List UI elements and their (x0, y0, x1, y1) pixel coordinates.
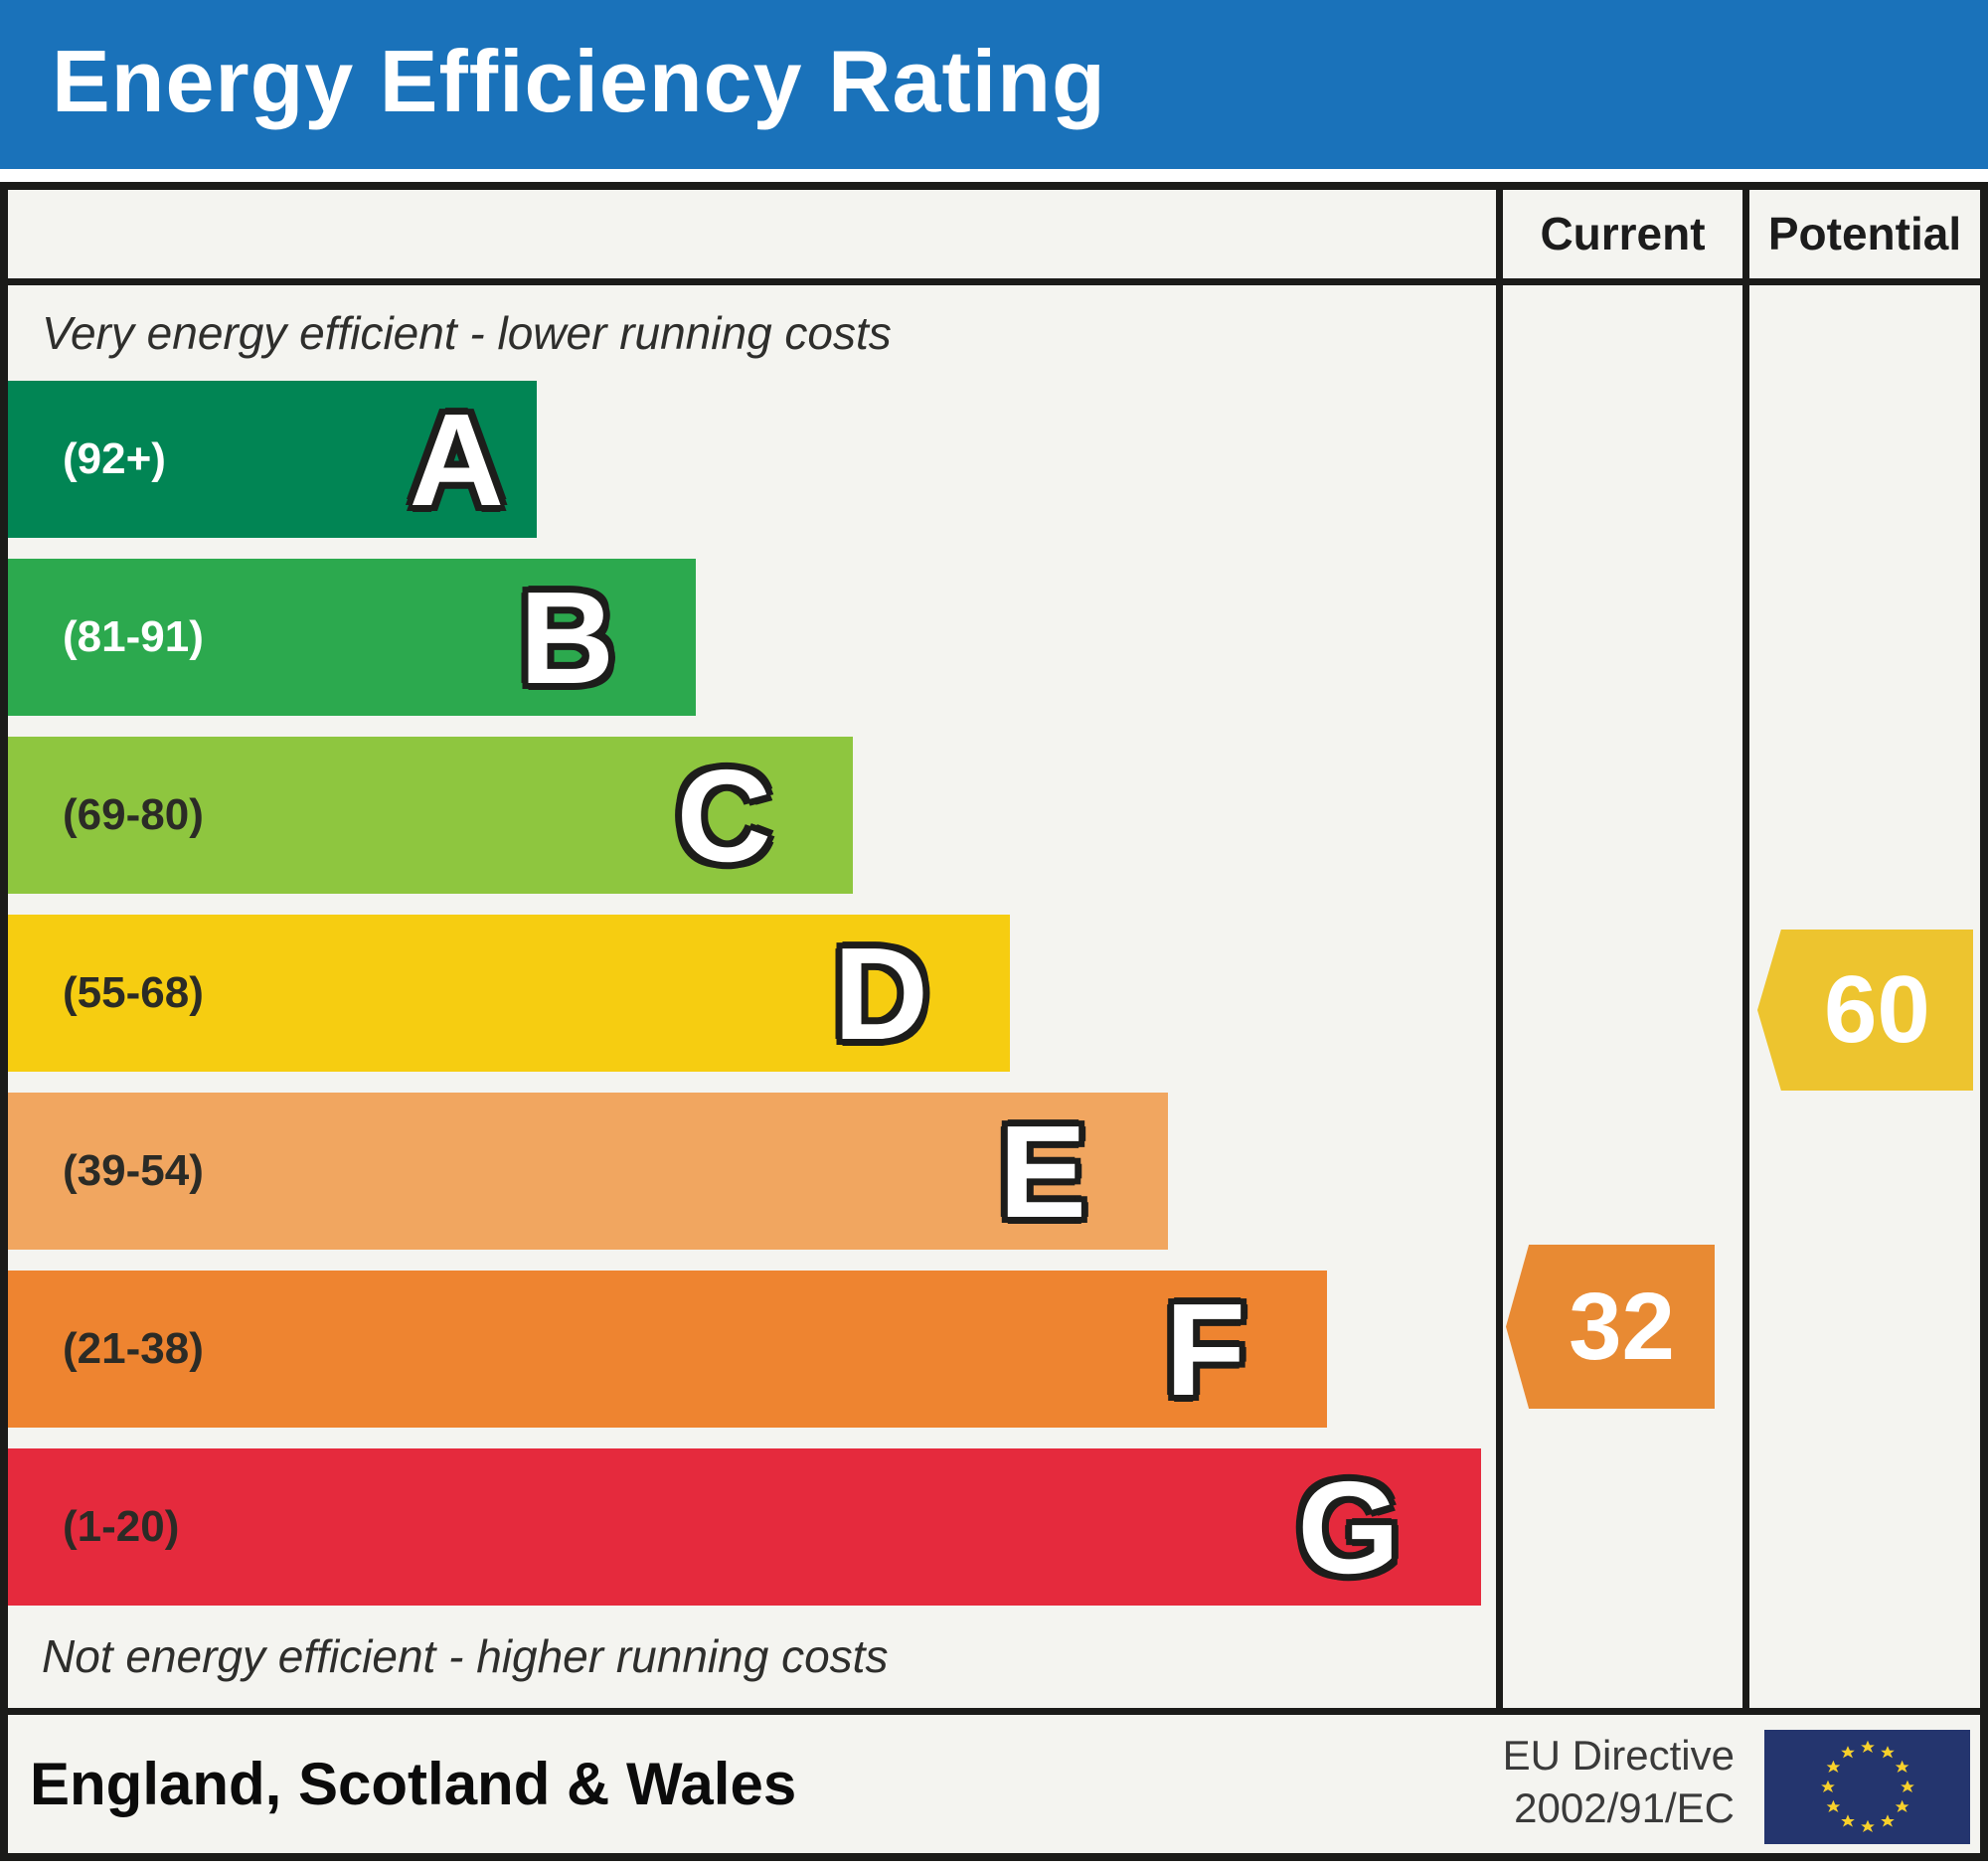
band-range-label: (39-54) (63, 1146, 204, 1195)
band-range-label: (92+) (63, 434, 166, 483)
rating-table: Current Potential Very energy efficient … (0, 182, 1988, 1861)
eu-directive-line2: 2002/91/EC (1514, 1784, 1735, 1831)
table-border (0, 182, 8, 1861)
band-range-label: (81-91) (63, 612, 204, 661)
band-letter: G (1297, 1453, 1400, 1601)
rating-band-g: (1-20) G (8, 1448, 1481, 1606)
column-divider (1496, 182, 1503, 1715)
current-rating-pointer: 32 (1506, 1245, 1715, 1409)
band-letter: B (519, 564, 614, 711)
caption-not-efficient: Not energy efficient - higher running co… (42, 1630, 889, 1682)
caption-very-efficient: Very energy efficient - lower running co… (42, 307, 892, 359)
region-label: England, Scotland & Wales (30, 1751, 797, 1817)
table-border (1980, 182, 1988, 1861)
footer-divider-line (0, 1708, 1988, 1715)
table-border (0, 182, 1988, 190)
column-header-potential: Potential (1767, 208, 1962, 259)
eu-directive-label: EU Directive 2002/91/EC (1503, 1729, 1735, 1834)
potential-rating-pointer: 60 (1757, 930, 1973, 1091)
band-range-label: (1-20) (63, 1502, 180, 1551)
band-range-label: (21-38) (63, 1324, 204, 1373)
table-border (0, 1853, 1988, 1861)
potential-rating-value: 60 (1824, 956, 1930, 1063)
band-range-label: (55-68) (63, 968, 204, 1017)
band-range-label: (69-80) (63, 790, 204, 839)
eu-flag-icon (1764, 1730, 1970, 1844)
band-letter: F (1165, 1275, 1245, 1423)
band-letter: D (833, 920, 928, 1067)
column-header-current: Current (1540, 208, 1706, 259)
column-divider (1742, 182, 1749, 1715)
header-divider-line (0, 278, 1988, 285)
band-letter: A (409, 386, 504, 533)
current-rating-value: 32 (1569, 1273, 1675, 1380)
rating-band-e: (39-54) E (8, 1093, 1168, 1250)
rating-band-c: (69-80) C (8, 737, 853, 894)
rating-band-d: (55-68) D (8, 915, 1010, 1072)
rating-band-f: (21-38) F (8, 1271, 1327, 1428)
page-title: Energy Efficiency Rating (52, 32, 1106, 130)
eu-directive-line1: EU Directive (1502, 1732, 1735, 1779)
band-letter: C (676, 742, 771, 889)
rating-band-a: (92+) A (8, 381, 537, 538)
title-band: Energy Efficiency Rating (0, 0, 1988, 169)
band-letter: E (998, 1098, 1086, 1245)
rating-band-b: (81-91) B (8, 559, 696, 716)
